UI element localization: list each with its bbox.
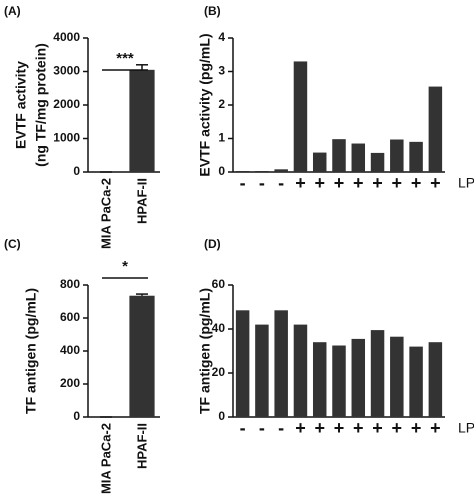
y-tick-label: 1000 bbox=[53, 131, 80, 145]
bar bbox=[332, 139, 346, 172]
y-tick-label: 200 bbox=[60, 376, 80, 390]
bar bbox=[293, 324, 308, 417]
bar bbox=[390, 336, 404, 417]
bar bbox=[255, 170, 269, 172]
y-tick-label: 4000 bbox=[53, 30, 80, 44]
y-tick-label: 3 bbox=[218, 64, 225, 78]
x-tick-label: + bbox=[314, 418, 325, 438]
x-tick-label: + bbox=[353, 173, 364, 193]
bar bbox=[255, 324, 269, 417]
bar bbox=[409, 346, 423, 417]
bar bbox=[312, 152, 327, 172]
x-tick-label: HPAF-II bbox=[134, 423, 149, 469]
x-axis-label: LPS bbox=[458, 175, 474, 191]
y-tick-label: 3000 bbox=[53, 64, 80, 78]
x-tick-label: HPAF-II bbox=[134, 178, 149, 224]
bar bbox=[351, 338, 366, 417]
y-axis-label: TF antigen (pg/mL) bbox=[197, 288, 213, 414]
annotation: * bbox=[122, 258, 128, 275]
bar bbox=[274, 310, 288, 417]
y-tick-label: 20 bbox=[212, 365, 226, 379]
y-tick-label: 1 bbox=[218, 131, 225, 145]
x-tick-label: MIA PaCa-2 bbox=[98, 423, 113, 494]
bar bbox=[235, 170, 250, 172]
y-tick-label: 2000 bbox=[53, 97, 80, 111]
bar bbox=[370, 152, 385, 172]
y-tick-label: 600 bbox=[60, 310, 80, 324]
bar bbox=[409, 141, 423, 172]
bar bbox=[332, 345, 346, 417]
x-tick-label: - bbox=[240, 418, 246, 438]
y-axis-label: TF antigen (pg/mL) bbox=[23, 288, 39, 414]
x-tick-label: + bbox=[430, 418, 441, 438]
bar bbox=[428, 86, 443, 172]
bar bbox=[390, 139, 404, 172]
x-tick-label: MIA PaCa-2 bbox=[98, 178, 113, 249]
bar bbox=[428, 342, 443, 417]
bar bbox=[293, 61, 308, 173]
y-tick-label: 400 bbox=[60, 343, 80, 357]
y-tick-label: 2 bbox=[218, 97, 225, 111]
y-tick-label: 60 bbox=[212, 277, 226, 291]
bar bbox=[312, 342, 327, 417]
x-tick-label: + bbox=[411, 418, 422, 438]
bar bbox=[351, 143, 366, 172]
panel-label: (A) bbox=[4, 4, 21, 18]
x-tick-label: - bbox=[240, 173, 246, 193]
panel-label: (C) bbox=[4, 237, 21, 251]
y-axis-label: EVTF activity (pg/mL) bbox=[197, 33, 213, 176]
x-tick-label: + bbox=[295, 418, 306, 438]
x-tick-label: + bbox=[353, 418, 364, 438]
x-tick-label: + bbox=[392, 418, 403, 438]
bar bbox=[235, 310, 250, 417]
y-tick-label: 40 bbox=[212, 321, 226, 335]
bar bbox=[370, 330, 385, 417]
y-tick-label: 0 bbox=[218, 164, 225, 178]
annotation: *** bbox=[116, 50, 134, 67]
x-tick-label: + bbox=[295, 173, 306, 193]
x-tick-label: + bbox=[372, 173, 383, 193]
x-tick-label: - bbox=[278, 173, 284, 193]
x-tick-label: - bbox=[278, 418, 284, 438]
y-tick-label: 0 bbox=[73, 164, 80, 178]
x-tick-label: + bbox=[372, 418, 383, 438]
y-tick-label: 4 bbox=[218, 30, 225, 44]
y-tick-label: 0 bbox=[73, 409, 80, 423]
bar bbox=[129, 295, 155, 417]
panel-label: (B) bbox=[204, 4, 221, 18]
x-tick-label: + bbox=[314, 173, 325, 193]
x-tick-label: + bbox=[392, 173, 403, 193]
x-tick-label: - bbox=[259, 173, 265, 193]
y-tick-label: 0 bbox=[218, 409, 225, 423]
x-tick-label: + bbox=[334, 173, 345, 193]
y-axis-label: EVTF activity bbox=[13, 61, 29, 149]
y-tick-label: 800 bbox=[60, 277, 80, 291]
x-tick-label: + bbox=[334, 418, 345, 438]
x-axis-label: LPS bbox=[458, 420, 474, 436]
bar bbox=[129, 69, 155, 172]
x-tick-label: - bbox=[259, 418, 265, 438]
panel-label: (D) bbox=[204, 237, 221, 251]
x-tick-label: + bbox=[411, 173, 422, 193]
bar bbox=[274, 169, 288, 172]
y-axis-label: (ng TF/mg protein) bbox=[33, 43, 49, 167]
x-tick-label: + bbox=[430, 173, 441, 193]
